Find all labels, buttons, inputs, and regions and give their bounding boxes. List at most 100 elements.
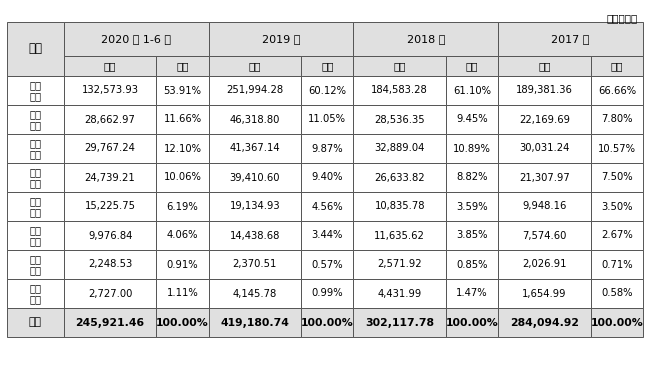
Text: 6.19%: 6.19% (166, 201, 198, 212)
Text: 24,739.21: 24,739.21 (84, 173, 135, 183)
Bar (354, 279, 446, 308)
Text: 19,134.93: 19,134.93 (229, 201, 280, 212)
Text: 8.82%: 8.82% (456, 173, 488, 183)
Text: 0.57%: 0.57% (311, 259, 343, 269)
Text: 39,410.60: 39,410.60 (229, 173, 280, 183)
Text: 184,583.28: 184,583.28 (371, 86, 428, 96)
Text: 2,727.00: 2,727.00 (88, 288, 132, 298)
Text: 3.85%: 3.85% (456, 230, 488, 241)
Text: 1.47%: 1.47% (456, 288, 488, 298)
Bar (209, 76, 301, 105)
Text: 9,976.84: 9,976.84 (88, 230, 132, 241)
Bar (209, 221, 301, 250)
Bar (7, 221, 64, 250)
Text: 60.12%: 60.12% (308, 86, 346, 96)
Text: 9.40%: 9.40% (311, 173, 343, 183)
Bar (64, 250, 157, 279)
Text: 2,026.91: 2,026.91 (523, 259, 567, 269)
Bar (591, 76, 643, 105)
Bar (301, 250, 354, 279)
Text: 1.11%: 1.11% (166, 288, 198, 298)
Text: 100.00%: 100.00% (156, 317, 209, 327)
Bar (157, 250, 209, 279)
Bar (354, 22, 498, 56)
Text: 245,921.46: 245,921.46 (75, 317, 145, 327)
Text: 2.67%: 2.67% (601, 230, 633, 241)
Bar (301, 163, 354, 192)
Bar (64, 76, 157, 105)
Text: 占比: 占比 (466, 61, 478, 71)
Text: 占比: 占比 (321, 61, 333, 71)
Text: 9,948.16: 9,948.16 (523, 201, 567, 212)
Bar (7, 192, 64, 221)
Bar (64, 134, 157, 163)
Text: 12.10%: 12.10% (163, 144, 202, 154)
Bar (446, 250, 498, 279)
Bar (209, 134, 301, 163)
Bar (498, 56, 591, 76)
Text: 302,117.78: 302,117.78 (365, 317, 434, 327)
Text: 北方
区域: 北方 区域 (29, 254, 42, 275)
Text: 22,169.69: 22,169.69 (519, 115, 570, 125)
Text: 21,307.97: 21,307.97 (519, 173, 570, 183)
Bar (209, 192, 301, 221)
Text: 占比: 占比 (611, 61, 623, 71)
Text: 53.91%: 53.91% (163, 86, 202, 96)
Text: 41,367.14: 41,367.14 (229, 144, 280, 154)
Bar (354, 134, 446, 163)
Text: 32,889.04: 32,889.04 (374, 144, 425, 154)
Bar (354, 192, 446, 221)
Bar (64, 163, 157, 192)
Text: 284,094.92: 284,094.92 (510, 317, 579, 327)
Bar (591, 250, 643, 279)
Text: 251,994.28: 251,994.28 (226, 86, 283, 96)
Bar (64, 279, 157, 308)
Bar (209, 22, 354, 56)
Bar (301, 279, 354, 308)
Bar (498, 105, 591, 134)
Bar (446, 163, 498, 192)
Text: 100.00%: 100.00% (301, 317, 354, 327)
Text: 广东
区域: 广东 区域 (29, 80, 42, 101)
Bar (498, 279, 591, 308)
Bar (7, 163, 64, 192)
Text: 61.10%: 61.10% (453, 86, 491, 96)
Text: 4,145.78: 4,145.78 (233, 288, 277, 298)
Text: 66.66%: 66.66% (598, 86, 636, 96)
Bar (209, 56, 301, 76)
Bar (7, 308, 64, 337)
Bar (591, 134, 643, 163)
Text: 2017 年: 2017 年 (551, 34, 590, 44)
Bar (301, 221, 354, 250)
Bar (157, 163, 209, 192)
Text: 0.58%: 0.58% (601, 288, 632, 298)
Text: 2,571.92: 2,571.92 (378, 259, 422, 269)
Bar (7, 250, 64, 279)
Bar (498, 22, 643, 56)
Bar (157, 279, 209, 308)
Bar (446, 105, 498, 134)
Bar (354, 221, 446, 250)
Bar (591, 192, 643, 221)
Text: 区域: 区域 (29, 42, 42, 55)
Bar (157, 105, 209, 134)
Text: 29,767.24: 29,767.24 (84, 144, 135, 154)
Bar (157, 221, 209, 250)
Text: 7.80%: 7.80% (601, 115, 632, 125)
Bar (591, 56, 643, 76)
Text: 11,635.62: 11,635.62 (374, 230, 425, 241)
Text: 华东
区域: 华东 区域 (29, 167, 42, 188)
Text: 11.05%: 11.05% (308, 115, 346, 125)
Bar (354, 76, 446, 105)
Text: 金额: 金额 (538, 61, 551, 71)
Bar (157, 134, 209, 163)
Bar (157, 56, 209, 76)
Text: 100.00%: 100.00% (591, 317, 644, 327)
Bar (209, 308, 301, 337)
Bar (591, 279, 643, 308)
Bar (498, 163, 591, 192)
Text: 419,180.74: 419,180.74 (220, 317, 289, 327)
Bar (591, 105, 643, 134)
Text: 2,370.51: 2,370.51 (233, 259, 277, 269)
Bar (7, 279, 64, 308)
